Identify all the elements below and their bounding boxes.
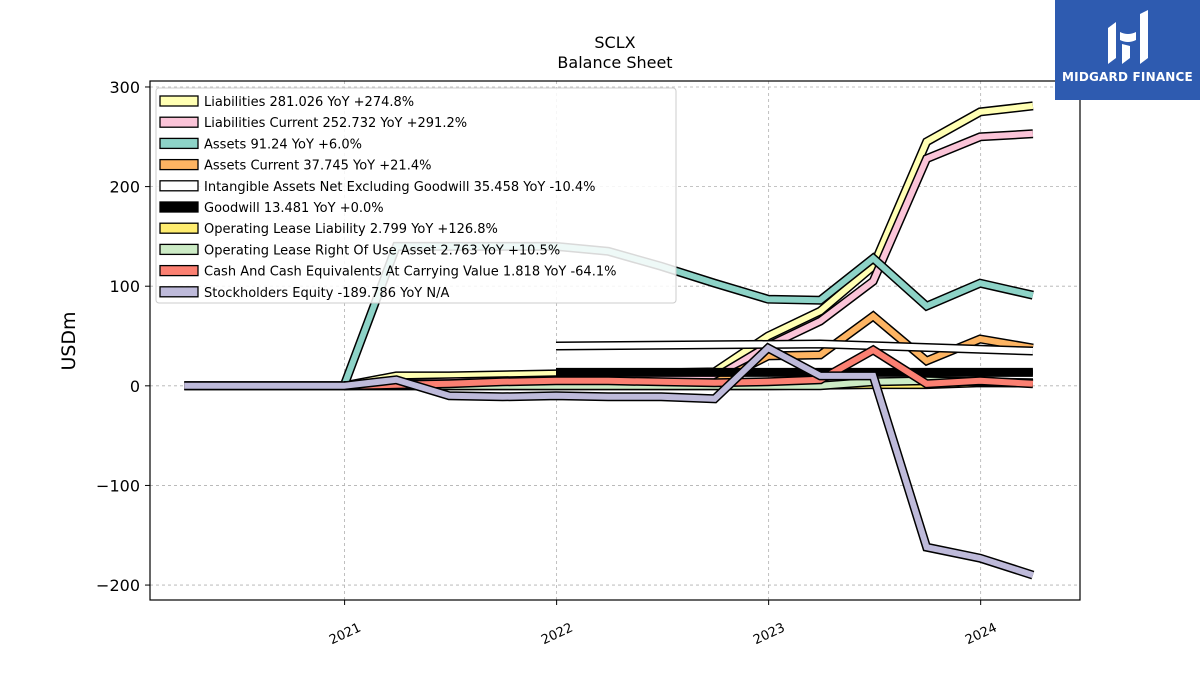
y-tick-label: 300 (109, 78, 140, 97)
legend-swatch (159, 158, 199, 171)
legend-swatch (159, 222, 199, 234)
brand-logo: MIDGARD FINANCE (1055, 0, 1200, 100)
legend-swatch (159, 137, 199, 150)
legend-swatch (159, 243, 199, 256)
legend-entry: Stockholders Equity -189.786 YoY N/A (204, 286, 449, 301)
legend-entry: Cash And Cash Equivalents At Carrying Va… (204, 265, 616, 280)
y-axis-label: USDm (58, 311, 80, 370)
legend-swatch (159, 180, 199, 192)
legend-entry: Goodwill 13.481 YoY +0.0% (204, 201, 384, 216)
plot-frame (149, 80, 1081, 601)
y-tick-label: 200 (109, 178, 140, 197)
x-tick-label: 2023 (751, 621, 787, 649)
x-axis-ticks: 2021 2022 2023 2024 (327, 600, 999, 648)
series-line-stroke (184, 344, 1034, 578)
chart-title: SCLX (594, 33, 635, 52)
brand-name: MIDGARD FINANCE (1062, 70, 1193, 84)
legend-swatch (159, 286, 199, 298)
series-lines (184, 101, 1035, 580)
legend-swatch (159, 116, 199, 128)
midgard-logo-icon (1108, 10, 1148, 64)
legend-swatch (159, 95, 199, 107)
y-axis-ticks: 300 200 100 0 −100 −200 (96, 78, 150, 595)
x-tick-label: 2024 (963, 621, 999, 649)
series-line-8 (343, 344, 1034, 391)
y-tick-label: −200 (96, 576, 140, 595)
legend-swatch (159, 264, 199, 277)
legend-entry: Intangible Assets Net Excluding Goodwill… (204, 180, 595, 195)
legend-box (155, 87, 677, 304)
series-line-9 (184, 342, 1035, 580)
legend-entry: Assets Current 37.745 YoY +21.4% (204, 159, 431, 174)
x-tick-label: 2022 (539, 621, 575, 649)
series-line-4 (555, 339, 1034, 356)
legend-swatch (159, 201, 199, 213)
series-line-stroke (555, 340, 1033, 354)
y-tick-label: 100 (109, 277, 140, 296)
legend-entry: Operating Lease Right Of Use Asset 2.763… (204, 243, 560, 258)
y-tick-label: 0 (130, 377, 140, 396)
legend: Liabilities 281.026 YoY +274.8% Liabiliti… (155, 87, 677, 304)
legend-entry: Liabilities 281.026 YoY +274.8% (204, 95, 414, 110)
y-tick-label: −100 (96, 476, 140, 495)
series-line-stroke (343, 346, 1034, 389)
legend-entry: Liabilities Current 252.732 YoY +291.2% (204, 116, 467, 131)
x-tick-label: 2021 (327, 621, 363, 649)
legend-entry: Assets 91.24 YoY +6.0% (204, 137, 362, 152)
chart-subtitle: Balance Sheet (557, 53, 672, 72)
legend-entry: Operating Lease Liability 2.799 YoY +126… (204, 222, 498, 237)
